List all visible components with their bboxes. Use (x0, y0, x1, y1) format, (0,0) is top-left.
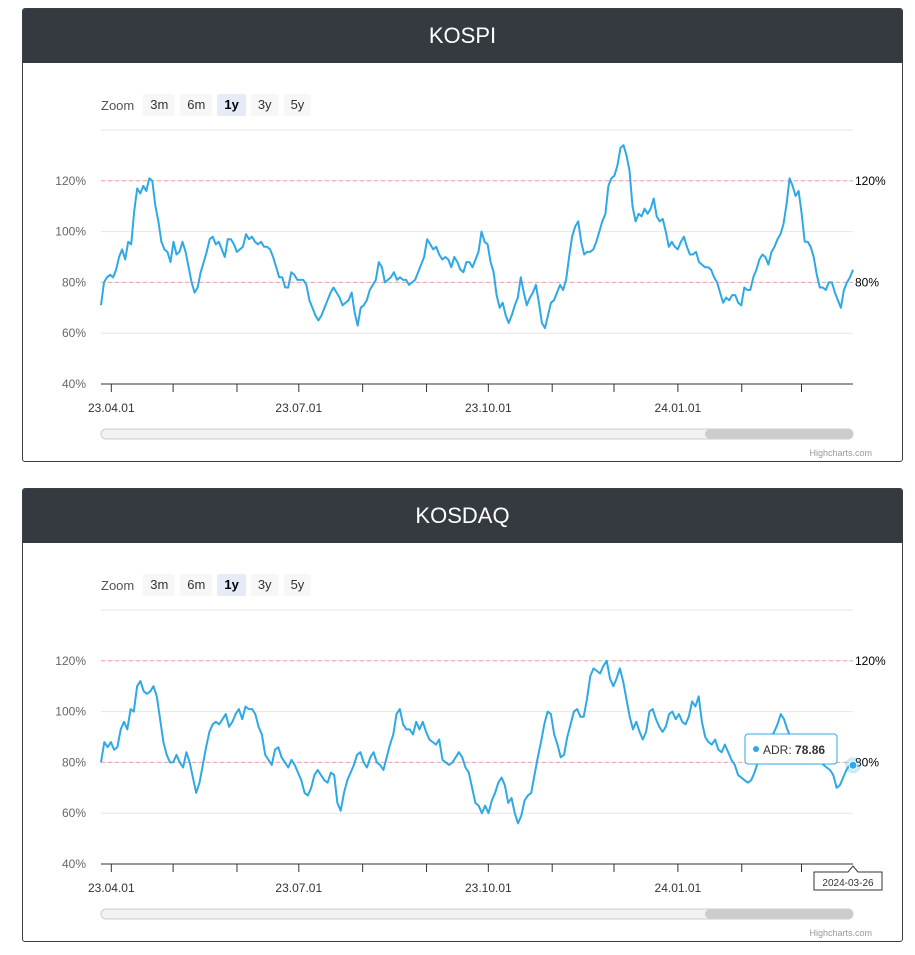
plot-line-label: 80% (855, 275, 879, 289)
date-label-box (813, 865, 883, 891)
x-tick-label: 23.04.01 (88, 401, 135, 415)
kospi-line-chart: 40% 60% 80% 100% 120% 120% 80% 23.04.01 23.07.01… (55, 129, 886, 440)
scrollbar-thumb (705, 909, 853, 919)
x-tick-label: 24.01.01 (655, 401, 702, 415)
y-tick-label: 40% (62, 857, 86, 871)
zoom-label: Zoom (101, 577, 135, 593)
scrollbar-thumb (705, 429, 853, 439)
tooltip-series-name: ADR: (763, 743, 795, 757)
y-tick-label: 80% (62, 755, 86, 769)
zoom-3m-button[interactable]: 3m (143, 574, 176, 596)
zoom-6m-button[interactable]: 6m (180, 574, 213, 596)
kospi-chart-panel: KOSPI Zoom 3m 6m 1y 3y 5y 40% 60% 80% 100% 1… (22, 8, 903, 462)
tooltip-date: 2024-03-26 (813, 865, 883, 891)
zoom-selector: Zoom 3m 6m 1y 3y 5y (101, 94, 312, 116)
chart-title: KOSDAQ (23, 489, 902, 543)
x-tick-label: 24.01.01 (655, 881, 702, 895)
zoom-5y-button[interactable]: 5y (283, 94, 312, 116)
kosdaq-chart-panel: KOSDAQ Zoom 3m 6m 1y 3y 5y 40% 60% 80% 100%… (22, 488, 903, 942)
y-tick-label: 60% (62, 326, 86, 340)
x-tick-label: 23.07.01 (275, 881, 322, 895)
kosdaq-line-chart: 40% 60% 80% 100% 120% 120% 80% 23.04.01 23.07.01… (55, 609, 886, 920)
y-tick-label: 120% (55, 654, 86, 668)
zoom-1y-button[interactable]: 1y (217, 94, 246, 116)
y-tick-label: 100% (55, 705, 86, 719)
zoom-5y-button[interactable]: 5y (283, 574, 312, 596)
hover-point (848, 760, 858, 770)
zoom-label: Zoom (101, 97, 135, 113)
plot-line-label: 120% (855, 174, 886, 188)
tooltip-dot (753, 746, 759, 752)
y-tick-label: 60% (62, 806, 86, 820)
plot-line-label: 80% (855, 755, 879, 769)
zoom-3m-button[interactable]: 3m (143, 94, 176, 116)
x-tick-label: 23.07.01 (275, 401, 322, 415)
y-tick-label: 80% (62, 275, 86, 289)
plot-line-label: 120% (855, 654, 886, 668)
y-tick-label: 120% (55, 174, 86, 188)
zoom-3y-button[interactable]: 3y (250, 574, 279, 596)
x-tick-label: 23.04.01 (88, 881, 135, 895)
x-tick-label: 23.10.01 (465, 401, 512, 415)
y-tick-label: 100% (55, 225, 86, 239)
chart-title: KOSPI (23, 9, 902, 63)
zoom-3y-button[interactable]: 3y (250, 94, 279, 116)
series-line-adr (100, 659, 854, 825)
series-line-adr (100, 144, 854, 330)
x-tick-label: 23.10.01 (465, 881, 512, 895)
credits-link[interactable]: Highcharts.com (809, 448, 872, 458)
zoom-6m-button[interactable]: 6m (180, 94, 213, 116)
zoom-selector: Zoom 3m 6m 1y 3y 5y (101, 574, 312, 596)
credits-link[interactable]: Highcharts.com (809, 928, 872, 938)
date-label-text: 2024-03-26 (822, 878, 874, 889)
tooltip-box (744, 733, 838, 765)
zoom-1y-button[interactable]: 1y (217, 574, 246, 596)
tooltip: ADR: 78.86 (744, 733, 838, 765)
tooltip-text: ADR: 78.86 (763, 743, 825, 757)
y-tick-label: 40% (62, 377, 86, 391)
tooltip-value: 78.86 (795, 743, 825, 757)
